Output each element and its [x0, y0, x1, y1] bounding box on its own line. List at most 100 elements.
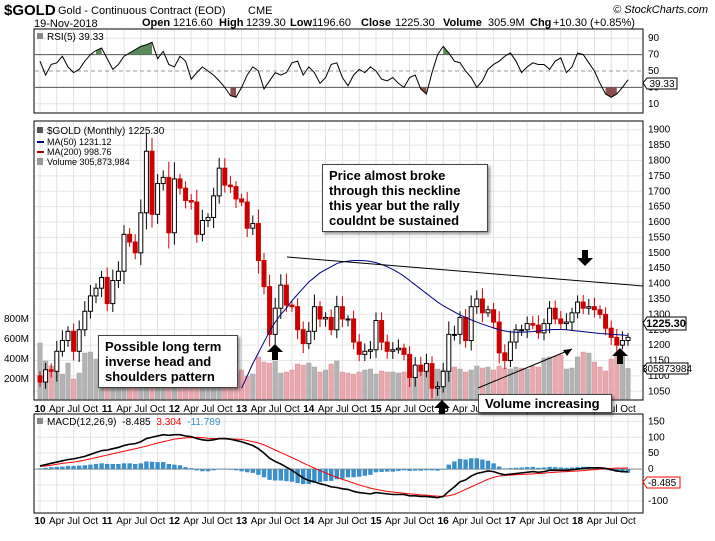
- candle-body: [608, 327, 614, 338]
- macd-histogram-bar: [256, 469, 261, 475]
- x-tick-label: Oct: [217, 516, 233, 527]
- macd-histogram-bar: [418, 469, 423, 471]
- candle-body: [177, 178, 183, 189]
- x-tick-label: 10: [34, 516, 46, 527]
- volume-tick-label: 600M: [4, 334, 29, 345]
- candle-body: [530, 323, 536, 326]
- candle-body: [362, 350, 368, 355]
- x-tick-label: Apr: [519, 516, 535, 527]
- macd-histogram-bar: [82, 465, 87, 470]
- macd-panel: [33, 413, 644, 514]
- macd-histogram-bar: [239, 469, 244, 472]
- macd-tick-label: 100: [648, 432, 665, 443]
- x-tick-label: Jul: [403, 516, 416, 527]
- x-tick-label: Jul: [605, 516, 618, 527]
- price-tick-label: 1600: [648, 217, 671, 228]
- candle-body: [261, 260, 267, 288]
- x-tick-label: 12: [169, 404, 181, 415]
- macd-histogram-bar: [530, 466, 535, 470]
- x-tick-label: Apr: [49, 404, 65, 415]
- x-tick-label: Oct: [284, 516, 300, 527]
- x-tick-label: 17: [505, 516, 517, 527]
- volume-bar: [468, 369, 474, 400]
- macd-value: -8.485: [122, 417, 151, 428]
- macd-histogram-bar: [93, 463, 99, 470]
- candle-body: [205, 216, 211, 221]
- candle-body: [311, 306, 317, 332]
- candle-body: [423, 363, 429, 372]
- candle-body: [334, 306, 340, 331]
- x-tick-label: Apr: [318, 404, 334, 415]
- ma200-legend: MA(200) 998.76: [47, 147, 112, 157]
- candle-body: [485, 309, 491, 314]
- x-tick-label: 15: [370, 516, 382, 527]
- candle-body: [115, 270, 121, 282]
- x-tick-label: Oct: [83, 404, 99, 415]
- candle-body: [183, 187, 189, 201]
- x-tick-label: Apr: [318, 516, 334, 527]
- rsi-tick-label: 90: [648, 33, 660, 44]
- macd-histogram-bar: [65, 465, 71, 470]
- macd-histogram-bar: [446, 464, 451, 470]
- x-tick-label: 11: [102, 404, 113, 415]
- volume-bar: [362, 369, 368, 400]
- macd-histogram-bar: [558, 467, 563, 470]
- candle-body: [328, 316, 334, 331]
- candle-body: [479, 298, 485, 314]
- macd-tick-label: -100: [648, 496, 668, 507]
- candle-body: [250, 223, 256, 229]
- x-tick-label: 13: [236, 404, 248, 415]
- volume-trendline: [477, 348, 573, 389]
- x-tick-label: 10: [34, 404, 46, 415]
- macd-histogram-bar: [228, 469, 233, 470]
- price-tick-label: 1200: [648, 340, 671, 351]
- moving-averages: [241, 260, 629, 389]
- macd-hist-value: -11.789: [187, 417, 221, 428]
- chart-date: 19-Nov-2018: [34, 18, 98, 30]
- ihs-annotation-text: Possible long term inverse head and shou…: [105, 339, 222, 384]
- candle-body: [194, 201, 200, 235]
- price-tick-label: 1900: [648, 125, 671, 136]
- macd-histogram-bar: [172, 464, 177, 470]
- x-tick-label: Oct: [150, 516, 166, 527]
- candle-body: [110, 280, 116, 305]
- volume-trend-arrowhead: [563, 349, 572, 356]
- volume-bar: [328, 363, 334, 400]
- candle-body: [541, 323, 547, 334]
- x-tick-label: 14: [303, 404, 315, 415]
- candle-body: [451, 333, 457, 336]
- candle-body: [507, 341, 513, 362]
- candle-body: [93, 287, 99, 297]
- macd-histogram-bar: [189, 468, 194, 470]
- x-tick-label: Apr: [251, 516, 267, 527]
- candle-body: [166, 176, 172, 234]
- price-current-value: 1225.30: [646, 318, 686, 330]
- price-tick-label: 1850: [648, 140, 671, 151]
- x-tick-label: Oct: [284, 404, 300, 415]
- volume-bar: [272, 360, 278, 400]
- x-tick-label: Jul: [538, 516, 551, 527]
- x-tick-label: 13: [236, 516, 248, 527]
- candle-body: [127, 233, 133, 243]
- candle-body: [614, 336, 620, 346]
- rsi-tick-label: 10: [648, 99, 660, 110]
- candle-body: [211, 195, 217, 218]
- volume-bar: [300, 364, 306, 400]
- candle-body: [171, 178, 177, 234]
- candle-body: [591, 306, 597, 311]
- candle-body: [429, 363, 435, 389]
- macd-histogram-bar: [295, 469, 300, 484]
- candle-body: [317, 306, 323, 320]
- volume-bar: [575, 356, 581, 400]
- x-tick-label: Jul: [202, 516, 215, 527]
- volume-bar: [625, 368, 631, 400]
- candle-body: [227, 184, 233, 188]
- macd-histogram-bar: [138, 463, 143, 470]
- candle-body: [535, 324, 541, 334]
- macd-histogram-bar: [345, 469, 351, 478]
- price-tick-label: 1650: [648, 202, 671, 213]
- candle-body: [143, 150, 149, 214]
- x-tick-label: Jul: [336, 404, 349, 415]
- macd-histogram-bar: [463, 459, 468, 470]
- down-arrow-2018: [577, 250, 593, 266]
